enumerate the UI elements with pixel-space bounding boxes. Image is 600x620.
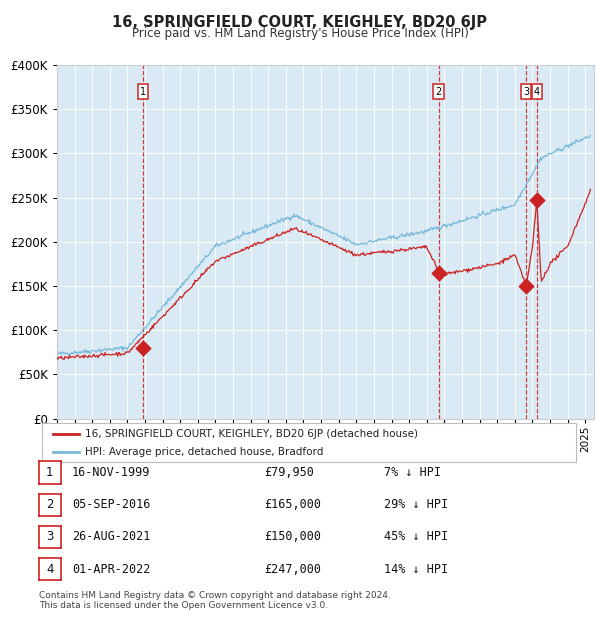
Text: 14% ↓ HPI: 14% ↓ HPI: [384, 563, 448, 575]
Text: Contains HM Land Registry data © Crown copyright and database right 2024.: Contains HM Land Registry data © Crown c…: [39, 591, 391, 601]
Text: 2: 2: [46, 498, 53, 511]
Text: 4: 4: [46, 563, 53, 575]
Text: 3: 3: [523, 87, 529, 97]
Point: [138, 343, 148, 353]
Text: £247,000: £247,000: [264, 563, 321, 575]
Text: 01-APR-2022: 01-APR-2022: [72, 563, 151, 575]
Point: [532, 195, 542, 205]
Text: 26-AUG-2021: 26-AUG-2021: [72, 531, 151, 543]
Text: 4: 4: [534, 87, 540, 97]
Text: 45% ↓ HPI: 45% ↓ HPI: [384, 531, 448, 543]
Text: 16, SPRINGFIELD COURT, KEIGHLEY, BD20 6JP (detached house): 16, SPRINGFIELD COURT, KEIGHLEY, BD20 6J…: [85, 429, 418, 439]
Text: HPI: Average price, detached house, Bradford: HPI: Average price, detached house, Brad…: [85, 446, 323, 456]
Text: 1: 1: [140, 87, 146, 97]
Text: 1: 1: [46, 466, 53, 479]
Text: 05-SEP-2016: 05-SEP-2016: [72, 498, 151, 511]
Point: [434, 268, 443, 278]
Text: £150,000: £150,000: [264, 531, 321, 543]
Text: £79,950: £79,950: [264, 466, 314, 479]
Point: [521, 281, 531, 291]
Text: 7% ↓ HPI: 7% ↓ HPI: [384, 466, 441, 479]
Text: This data is licensed under the Open Government Licence v3.0.: This data is licensed under the Open Gov…: [39, 601, 328, 611]
Text: £165,000: £165,000: [264, 498, 321, 511]
Text: 16, SPRINGFIELD COURT, KEIGHLEY, BD20 6JP: 16, SPRINGFIELD COURT, KEIGHLEY, BD20 6J…: [113, 16, 487, 30]
Text: 2: 2: [436, 87, 442, 97]
Text: Price paid vs. HM Land Registry's House Price Index (HPI): Price paid vs. HM Land Registry's House …: [131, 27, 469, 40]
Text: 29% ↓ HPI: 29% ↓ HPI: [384, 498, 448, 511]
Text: 3: 3: [46, 531, 53, 543]
Text: 16-NOV-1999: 16-NOV-1999: [72, 466, 151, 479]
